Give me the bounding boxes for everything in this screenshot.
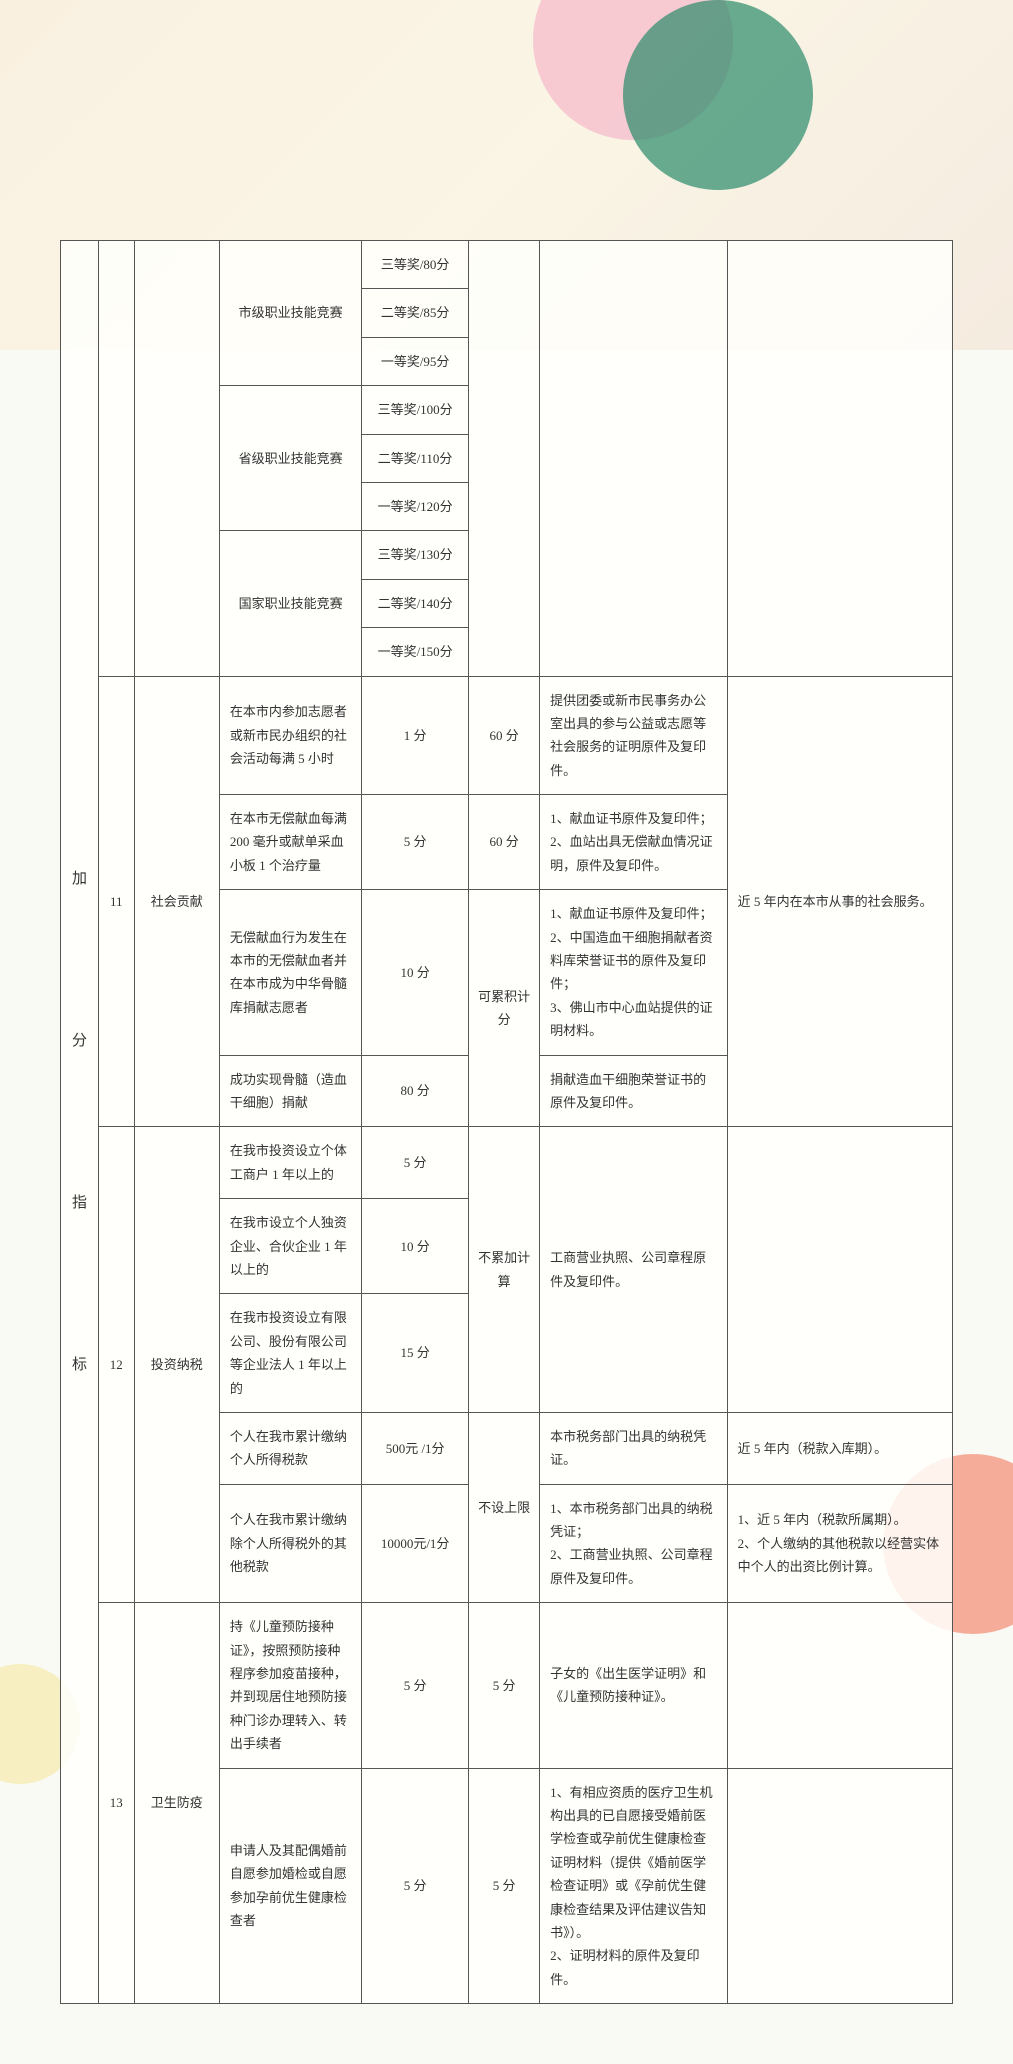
- cell: [540, 241, 727, 677]
- cell: 5 分: [362, 1603, 469, 1768]
- cell: 500元 /1分: [362, 1412, 469, 1484]
- cell: 5 分: [362, 795, 469, 890]
- row-num-12: 12: [98, 1127, 134, 1603]
- cell: 成功实现骨髓（造血干细胞）捐献: [219, 1055, 361, 1127]
- cell: 1、近 5 年内（税款所属期）。2、个人缴纳的其他税款以经营实体中个人的出资比例…: [727, 1484, 952, 1603]
- category-label: 加 分 指 标: [61, 241, 99, 2004]
- points-table: 加 分 指 标 市级职业技能竞赛 三等奖/80分 二等奖/85分 一等奖/95分…: [60, 240, 953, 2004]
- cell: 5 分: [362, 1127, 469, 1199]
- cell: 60 分: [469, 676, 540, 795]
- cell: 一等奖/150分: [362, 628, 469, 676]
- cell: 子女的《出生医学证明》和《儿童预防接种证》。: [540, 1603, 727, 1768]
- cell: [727, 1127, 952, 1413]
- cell: 二等奖/140分: [362, 579, 469, 627]
- cell: 10000元/1分: [362, 1484, 469, 1603]
- cell: 1 分: [362, 676, 469, 795]
- cell: 持《儿童预防接种证》，按照预防接种程序参加疫苗接种，并到现居住地预防接种门诊办理…: [219, 1603, 361, 1768]
- cell: 不累加计算: [469, 1127, 540, 1413]
- row-name-11: 社会贡献: [134, 676, 219, 1127]
- cell: 5 分: [469, 1603, 540, 1768]
- cell: 在本市内参加志愿者或新市民办组织的社会活动每满 5 小时: [219, 676, 361, 795]
- comp-city: 市级职业技能竞赛: [219, 241, 361, 386]
- cell: 三等奖/80分: [362, 241, 469, 289]
- row-name-12: 投资纳税: [134, 1127, 219, 1603]
- cell: 本市税务部门出具的纳税凭证。: [540, 1412, 727, 1484]
- cell: 60 分: [469, 795, 540, 890]
- cell: 1、本市税务部门出具的纳税凭证；2、工商营业执照、公司章程原件及复印件。: [540, 1484, 727, 1603]
- cell: [469, 241, 540, 677]
- cell: [727, 1768, 952, 2004]
- cell: 个人在我市累计缴纳个人所得税款: [219, 1412, 361, 1484]
- cell: 10 分: [362, 890, 469, 1055]
- cell: 申请人及其配偶婚前自愿参加婚检或自愿参加孕前优生健康检查者: [219, 1768, 361, 2004]
- cell: 可累积计分: [469, 890, 540, 1127]
- cell: 在我市投资设立有限公司、股份有限公司等企业法人 1 年以上的: [219, 1294, 361, 1413]
- cell: 5 分: [469, 1768, 540, 2004]
- cell: 工商营业执照、公司章程原件及复印件。: [540, 1127, 727, 1413]
- comp-prov: 省级职业技能竞赛: [219, 386, 361, 531]
- cell: 在我市设立个人独资企业、合伙企业 1 年以上的: [219, 1199, 361, 1294]
- cell: 不设上限: [469, 1412, 540, 1602]
- cell: 15 分: [362, 1294, 469, 1413]
- cell: 个人在我市累计缴纳除个人所得税外的其他税款: [219, 1484, 361, 1603]
- cell: 10 分: [362, 1199, 469, 1294]
- cell: 三等奖/130分: [362, 531, 469, 579]
- cell: 一等奖/95分: [362, 337, 469, 385]
- cell: 在我市投资设立个体工商户 1 年以上的: [219, 1127, 361, 1199]
- cell: [134, 241, 219, 677]
- row-num-11: 11: [98, 676, 134, 1127]
- comp-nat: 国家职业技能竞赛: [219, 531, 361, 676]
- row-name-13: 卫生防疫: [134, 1603, 219, 2004]
- cell: 提供团委或新市民事务办公室出具的参与公益或志愿等社会服务的证明原件及复印件。: [540, 676, 727, 795]
- cell: 三等奖/100分: [362, 386, 469, 434]
- row-num-13: 13: [98, 1603, 134, 2004]
- cell: 捐献造血干细胞荣誉证书的原件及复印件。: [540, 1055, 727, 1127]
- cell: 近 5 年内在本市从事的社会服务。: [727, 676, 952, 1127]
- cell: 1、有相应资质的医疗卫生机构出具的已自愿接受婚前医学检查或孕前优生健康检查证明材…: [540, 1768, 727, 2004]
- cell: [727, 1603, 952, 1768]
- cell: 二等奖/85分: [362, 289, 469, 337]
- cell: 5 分: [362, 1768, 469, 2004]
- cell: 无偿献血行为发生在本市的无偿献血者并在本市成为中华骨髓库捐献志愿者: [219, 890, 361, 1055]
- cell: [98, 241, 134, 677]
- cell: 80 分: [362, 1055, 469, 1127]
- cell: 一等奖/120分: [362, 482, 469, 530]
- cell: 1、献血证书原件及复印件；2、中国造血干细胞捐献者资料库荣誉证书的原件及复印件；…: [540, 890, 727, 1055]
- cell: 二等奖/110分: [362, 434, 469, 482]
- cell: 1、献血证书原件及复印件；2、血站出具无偿献血情况证明，原件及复印件。: [540, 795, 727, 890]
- cell: 在本市无偿献血每满 200 毫升或献单采血小板 1 个治疗量: [219, 795, 361, 890]
- cell: 近 5 年内（税款入库期）。: [727, 1412, 952, 1484]
- cell: [727, 241, 952, 677]
